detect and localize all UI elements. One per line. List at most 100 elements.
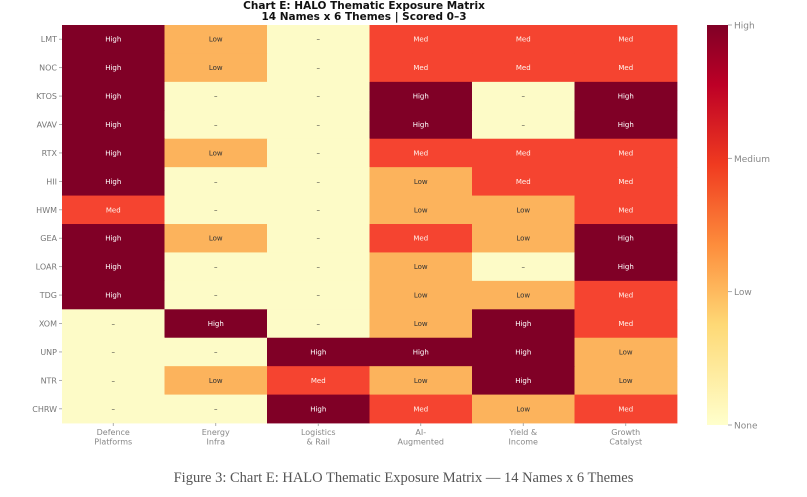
heatmap-cell	[267, 53, 370, 83]
heatmap-cell	[574, 366, 678, 395]
cell-label: –	[317, 36, 321, 44]
cell-label: Med	[618, 64, 633, 72]
row-label: GEA	[40, 234, 57, 243]
cell-label: Med	[516, 149, 531, 157]
cell-label: Med	[516, 64, 531, 72]
cell-label: Med	[618, 36, 633, 44]
heatmap-cell	[267, 309, 370, 339]
cell-label: –	[214, 405, 218, 413]
cell-label: High	[618, 263, 634, 271]
heatmap-cell	[472, 309, 575, 339]
heatmap-cell	[472, 252, 575, 282]
cell-label: –	[317, 149, 321, 157]
heatmap-cell	[267, 224, 370, 253]
heatmap-cell	[164, 252, 268, 282]
heatmap-cell	[62, 280, 165, 310]
heatmap-cell	[369, 309, 473, 339]
heatmap-cell	[164, 337, 268, 367]
heatmap-cell	[574, 53, 678, 83]
cell-label: High	[310, 405, 326, 413]
row-label: LOAR	[36, 263, 58, 272]
cell-label: Med	[618, 320, 633, 328]
heatmap-cell	[574, 394, 678, 424]
colorbar-tick-label: Low	[734, 288, 752, 298]
heatmap-cell	[267, 337, 370, 367]
cell-label: Med	[311, 377, 326, 385]
heatmap-cell	[472, 25, 575, 54]
cell-label: Low	[619, 377, 633, 385]
heatmap-cell	[267, 138, 370, 168]
cell-label: Med	[106, 206, 121, 214]
heatmap-cell	[369, 252, 473, 282]
heatmap-chart: Chart E: HALO Thematic Exposure Matrix 1…	[32, 0, 770, 447]
heatmap-cell	[369, 224, 473, 253]
colorbar	[707, 25, 728, 425]
heatmap-cell	[267, 252, 370, 282]
cell-label: High	[105, 93, 121, 101]
cell-label: –	[214, 121, 218, 129]
cell-label: High	[618, 235, 634, 243]
heatmap-cell	[62, 110, 165, 140]
cell-label: High	[413, 121, 429, 129]
cell-label: –	[214, 348, 218, 356]
heatmap-cell	[267, 195, 370, 225]
heatmap-cell	[369, 195, 473, 225]
heatmap-cell	[62, 394, 165, 424]
column-label: AI-Augmented	[397, 428, 444, 447]
heatmap-cell	[267, 394, 370, 424]
heatmap-cell	[472, 337, 575, 367]
heatmap-cell	[574, 110, 678, 140]
cell-label: –	[214, 206, 218, 214]
cell-label: –	[112, 320, 116, 328]
heatmap-cell	[267, 110, 370, 140]
row-label: XOM	[39, 320, 57, 329]
cell-label: Low	[414, 292, 428, 300]
cell-label: Low	[516, 206, 530, 214]
heatmap-cell	[369, 110, 473, 140]
figure-caption: Figure 3: Chart E: HALO Thematic Exposur…	[173, 470, 634, 486]
cell-label: Low	[209, 36, 223, 44]
row-label: TDG	[39, 291, 57, 300]
cell-label: –	[112, 377, 116, 385]
row-label: HII	[46, 177, 57, 186]
cell-label: –	[317, 93, 321, 101]
cell-label: High	[618, 93, 634, 101]
column-label: Energy Infra	[202, 428, 230, 447]
row-label: CHRW	[32, 405, 57, 414]
heatmap-cell	[62, 366, 165, 395]
heatmap-cell	[369, 280, 473, 310]
colorbar-ticks: None Low Medium High	[728, 22, 770, 432]
column-label: Defence Platforms	[94, 428, 132, 447]
colorbar-tick-label: High	[734, 22, 755, 32]
cell-label: High	[105, 235, 121, 243]
cell-label: High	[515, 348, 531, 356]
cell-label: Med	[618, 206, 633, 214]
cell-label: Low	[414, 320, 428, 328]
cell-label: –	[317, 64, 321, 72]
cell-label: –	[317, 206, 321, 214]
chart-title: Chart E: HALO Thematic Exposure Matrix	[243, 0, 485, 12]
cell-label: Low	[516, 405, 530, 413]
heatmap-cell	[574, 25, 678, 54]
cell-label: –	[522, 121, 526, 129]
cell-label: Med	[413, 36, 428, 44]
cell-label: Low	[209, 64, 223, 72]
cell-label: High	[515, 320, 531, 328]
cell-label: Med	[413, 235, 428, 243]
row-label: LMT	[41, 35, 57, 44]
heatmap-cell	[472, 53, 575, 83]
row-label: KTOS	[36, 92, 57, 101]
cell-label: –	[522, 93, 526, 101]
heatmap-cell	[472, 110, 575, 140]
cell-label: Med	[413, 405, 428, 413]
heatmap-cell	[369, 25, 473, 54]
row-label: UNP	[40, 348, 57, 357]
heatmap-cell	[62, 167, 165, 196]
heatmap-cell	[267, 167, 370, 196]
heatmap-cell	[267, 366, 370, 395]
cell-label: Med	[516, 178, 531, 186]
cell-label: High	[105, 263, 121, 271]
cell-label: High	[105, 149, 121, 157]
heatmap-cell	[164, 394, 268, 424]
heatmap-cell	[62, 25, 165, 54]
